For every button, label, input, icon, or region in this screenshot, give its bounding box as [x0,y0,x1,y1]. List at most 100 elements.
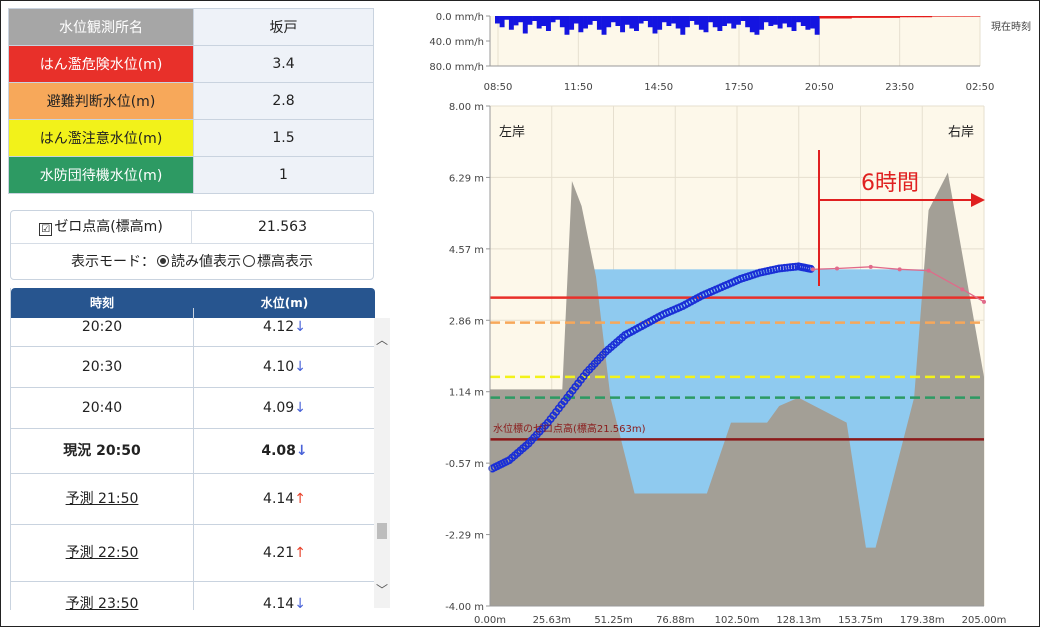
section-x-tick-label: 128.13m [776,615,821,626]
section-y-ticks: 8.00 m 6.29 m 4.57 m 2.86 m 1.14 m -0.57 m -2.… [445,102,484,613]
radio-elevation-label[interactable]: 標高表示 [257,254,313,270]
rain-bar-observed [666,16,672,26]
section-x-tick-label: 51.25m [594,615,632,626]
ground-profile [490,172,984,606]
rain-x-tick-label: 02:50 [966,82,995,93]
rain-bar-forecast [939,16,949,17]
scroll-up-icon[interactable]: ︿ [375,333,388,347]
rain-bar-observed [504,16,510,20]
rain-bar-observed [791,16,797,31]
rain-x-tick-label: 17:50 [725,82,754,93]
row-level: 4.14↓ [194,582,375,610]
row-level: 4.10↓ [194,347,375,387]
forecast-point [982,299,986,304]
rain-bar-observed [624,16,630,25]
forecast-link[interactable]: 予測 21:50 [65,491,139,507]
rain-bar-forecast [843,16,852,19]
right-bank-label: 右岸 [948,125,974,140]
zero-point-row: ☑ ゼロ点高(標高m) 21.563 [11,211,373,244]
rain-bar-forecast [891,16,900,18]
rain-bar-forecast [875,16,884,18]
rain-bar-observed [643,16,649,21]
rain-bar-observed [735,16,741,25]
rain-bar-observed [564,16,570,35]
zero-point-toggle[interactable]: ☑ ゼロ点高(標高m) [11,211,192,243]
trend-down-icon: ↓ [294,319,306,335]
row-level-value: 4.10 [263,359,295,375]
rain-bar-observed [596,16,602,30]
checkbox-checked-icon[interactable]: ☑ [39,223,53,236]
rain-bar-forecast [827,16,836,19]
forecast-point [926,268,931,273]
level-value: 3.4 [193,45,374,83]
forecast-arrow-icon [971,193,985,207]
rain-bar-observed [814,16,820,35]
section-y-tick-label: 4.57 m [449,245,484,256]
row-level: 4.12↓ [194,308,375,346]
table-scrollbar[interactable]: ︿ ﹀ [374,318,390,608]
rain-bar-observed [495,16,500,24]
section-x-tick-label: 76.88m [656,615,694,626]
rain-bar-forecast [859,16,868,18]
rain-bar-observed [638,16,644,24]
water-level-table: 時刻 水位(m) 20:20 4.12↓ 20:30 4.10↓ 20:40 4… [10,288,375,610]
observed-point [783,263,792,272]
rain-bar-observed [782,16,788,24]
section-x-ticks: 0.00m 25.63m 51.25m 76.88m 102.50m 128.13m 153… [474,615,1006,626]
station-row: 水位観測所名 坂戸 [8,8,374,46]
rain-x-tick-label: 14:50 [644,82,673,93]
forecast-link[interactable]: 予測 23:50 [65,596,139,610]
observed-point [780,263,789,272]
rain-bar-observed [684,16,690,28]
rain-bar-observed [573,16,579,24]
radio-reading-label[interactable]: 読み値表示 [171,254,241,270]
level-label: 水防団待機水位(m) [8,156,194,194]
col-time-header: 時刻 [89,296,114,310]
section-x-tick-label: 25.63m [533,615,571,626]
rain-bar-observed [634,16,639,31]
rain-bar-observed [499,16,505,28]
section-y-tick-label: -2.29 m [445,531,484,542]
row-time: 現況 20:50 [11,429,194,473]
radio-reading[interactable] [157,255,169,267]
zero-point-panel: ☑ ゼロ点高(標高m) 21.563 表示モード： 読み値表示 標高表示 [10,210,374,280]
rain-bar-observed [689,16,695,21]
section-series [488,262,986,473]
rain-bar-observed [671,16,676,24]
scroll-down-icon[interactable]: ﹀ [375,583,388,597]
station-header-label: 水位観測所名 [8,8,194,46]
rain-bar-observed [550,16,556,23]
row-level-value: 4.14 [263,596,295,610]
radio-elevation[interactable] [243,255,255,267]
section-y-tick-label: 6.29 m [449,173,484,184]
level-label: はん濫注意水位(m) [8,119,194,157]
scroll-thumb[interactable] [377,523,387,539]
section-x-tick-label: 0.00m [474,615,506,626]
forecast-link[interactable]: 予測 22:50 [65,545,139,561]
rain-bar-observed [805,16,811,30]
row-level-value: 4.21 [263,545,295,561]
level-label: はん濫危険水位(m) [8,45,194,83]
rain-x-tick-label: 20:50 [805,82,834,93]
trend-down-icon: ↓ [294,359,306,375]
rain-x-tick-label: 11:50 [564,82,593,93]
section-x-tick-label: 205.00m [962,615,1007,626]
section-x-tick-label: 153.75m [838,615,883,626]
row-level: 4.21↑ [194,525,375,581]
observed-point [775,264,784,273]
rain-bar-observed [759,16,765,30]
rain-bar-observed [620,16,626,33]
section-x-tick-label: 179.38m [900,615,945,626]
trend-down-icon: ↓ [295,443,308,459]
rain-bar-observed [773,16,778,25]
rain-bar-observed [796,16,802,23]
rain-bar-observed [698,16,704,30]
rain-bar-observed [722,16,727,26]
observed-point [788,263,797,272]
rain-bar-observed [592,16,598,21]
rain-bar-forecast [963,16,973,17]
rain-bar-observed [606,16,612,28]
rain-bar-observed [541,16,547,26]
forecast-point [960,287,965,292]
rain-bar-observed [694,16,700,25]
